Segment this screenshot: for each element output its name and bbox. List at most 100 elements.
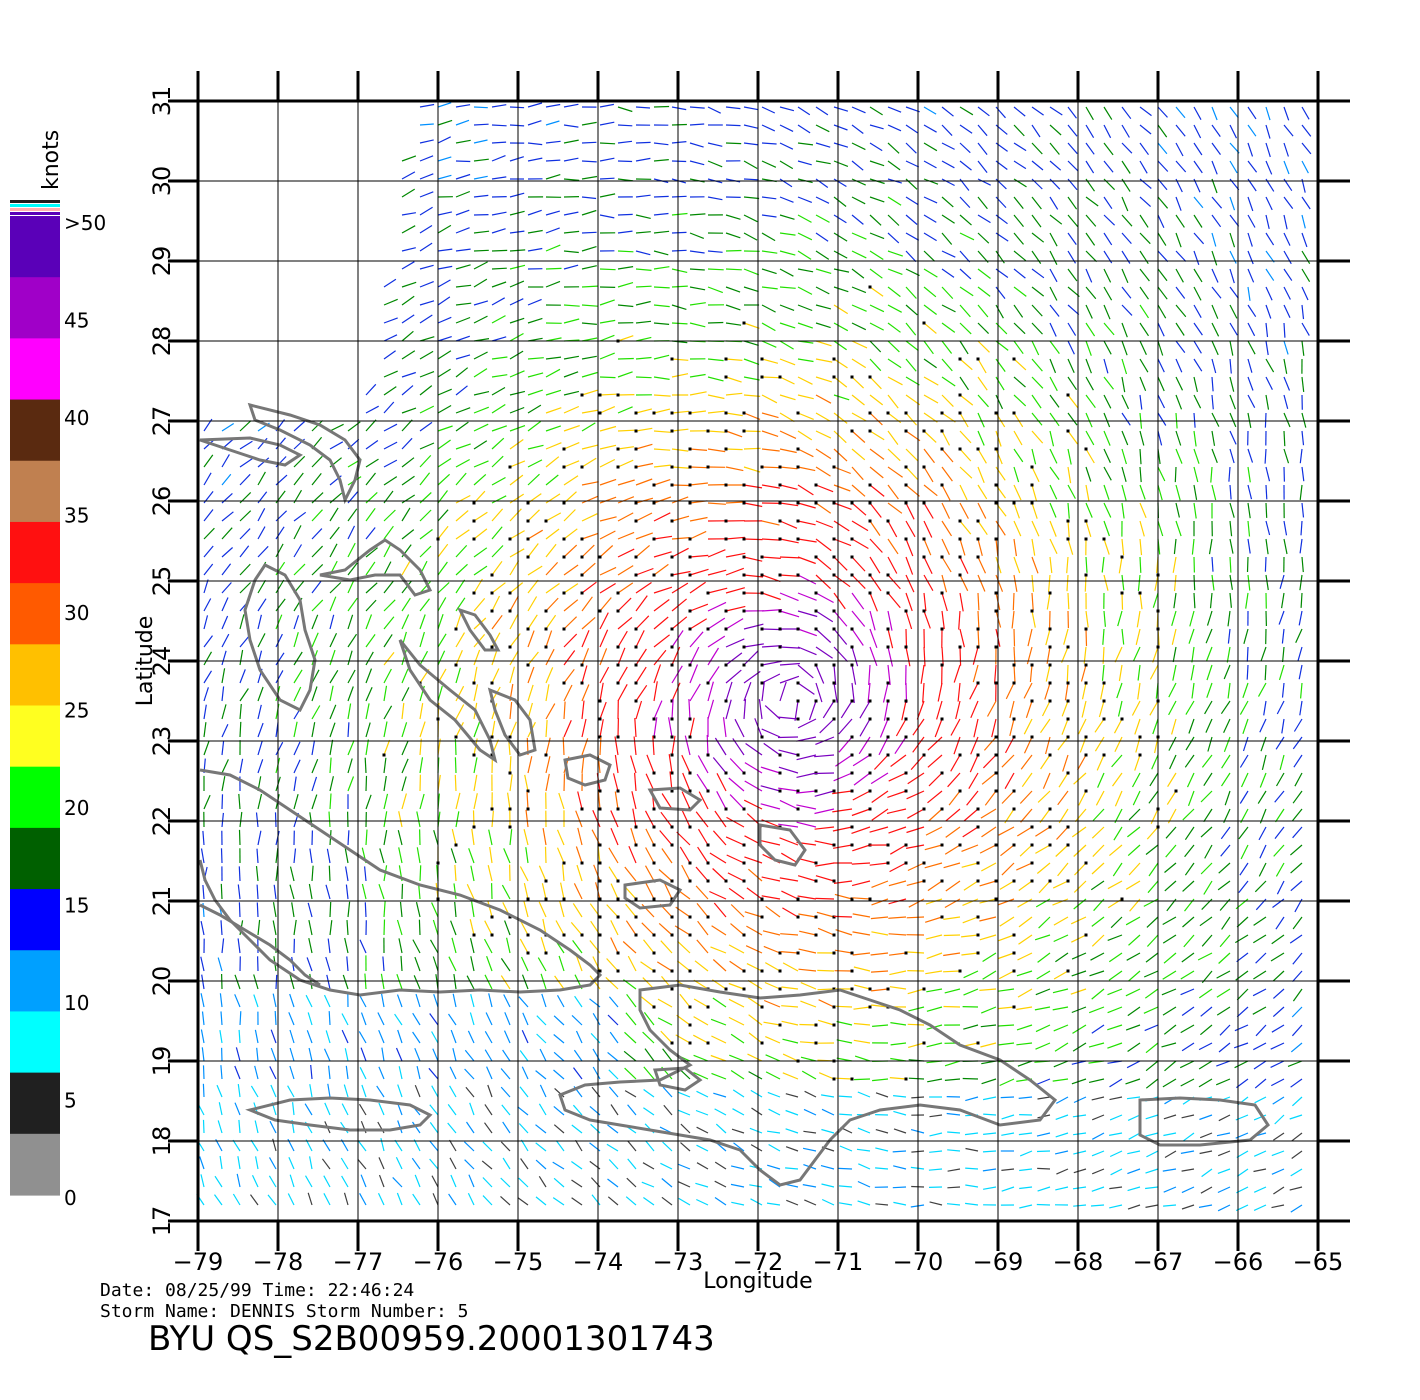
wind-vector	[1175, 286, 1186, 299]
wind-vector	[803, 1130, 817, 1134]
rain-flag-marker	[616, 609, 620, 613]
wind-vector	[599, 193, 616, 198]
rain-flag-marker	[508, 537, 512, 541]
rain-flag-marker	[922, 753, 926, 757]
wind-vector	[761, 895, 781, 900]
wind-vector	[857, 1091, 871, 1098]
wind-vector	[1207, 736, 1213, 752]
wind-vector	[1274, 790, 1285, 803]
rain-flag-marker	[454, 735, 458, 739]
colorbar-segment	[10, 216, 60, 278]
wind-vector	[545, 103, 561, 108]
wind-vector	[419, 721, 426, 738]
wind-vector	[293, 472, 304, 486]
wind-vector	[779, 592, 799, 602]
wind-vector	[1168, 736, 1177, 751]
wind-vector	[275, 598, 286, 612]
wind-vector	[1175, 250, 1187, 262]
wind-vector	[890, 1042, 907, 1046]
rain-flag-marker	[922, 501, 926, 505]
rain-flag-marker	[652, 573, 656, 577]
wind-vector	[869, 628, 878, 649]
wind-vector	[908, 1042, 925, 1048]
wind-vector	[607, 1178, 619, 1188]
wind-vector	[977, 502, 987, 519]
wind-vector	[599, 701, 607, 720]
wind-vector	[689, 466, 708, 469]
wind-vector	[1253, 970, 1267, 980]
wind-vector	[1168, 682, 1177, 698]
wind-vector	[509, 460, 526, 468]
wind-vector	[635, 320, 652, 324]
wind-vector	[1085, 340, 1092, 356]
wind-vector	[563, 668, 575, 684]
wind-vector	[1114, 646, 1123, 663]
wind-vector	[797, 214, 812, 223]
rain-flag-marker	[850, 555, 854, 559]
wind-vector	[453, 974, 457, 990]
rain-flag-marker	[562, 591, 566, 595]
wind-vector	[627, 955, 637, 972]
wind-vector	[509, 701, 513, 720]
wind-vector	[437, 265, 453, 270]
wind-vector	[1095, 790, 1105, 806]
wind-vector	[1199, 1150, 1213, 1155]
wind-vector	[401, 687, 410, 702]
wind-vector	[1085, 250, 1098, 263]
wind-vector	[527, 157, 543, 162]
wind-vector	[797, 466, 816, 472]
wind-vector	[491, 476, 506, 486]
wind-vector	[785, 1167, 799, 1170]
wind-vector	[1198, 1204, 1213, 1208]
wind-vector	[545, 120, 560, 126]
wind-vector	[725, 605, 746, 612]
wind-vector	[394, 1139, 403, 1152]
wind-vector	[455, 510, 469, 522]
wind-vector	[1091, 988, 1105, 1000]
wind-vector	[309, 1084, 313, 1098]
wind-vector	[500, 1068, 511, 1080]
wind-vector	[815, 430, 832, 439]
wind-vector	[1146, 826, 1159, 840]
wind-vector	[347, 758, 353, 774]
wind-vector	[329, 920, 333, 936]
wind-vector	[887, 790, 907, 798]
wind-vector	[1179, 1060, 1195, 1069]
wind-vector	[617, 429, 635, 432]
wind-vector	[887, 196, 902, 206]
wind-vector	[630, 755, 637, 774]
wind-vector	[347, 525, 356, 540]
wind-vector	[553, 1177, 565, 1188]
wind-vector	[599, 737, 602, 756]
wind-vector	[437, 296, 451, 306]
wind-vector	[920, 664, 925, 684]
wind-vector	[1073, 844, 1087, 857]
wind-vector	[1157, 376, 1165, 392]
rain-flag-marker	[688, 717, 692, 721]
wind-vector	[1217, 1186, 1231, 1194]
wind-vector	[429, 1104, 439, 1116]
rain-flag-marker	[616, 807, 620, 811]
wind-vector	[220, 848, 223, 864]
rain-flag-marker	[526, 519, 530, 523]
wind-vector	[1091, 1168, 1105, 1175]
wind-vector	[401, 793, 407, 810]
longitude-tick-label: −76	[413, 1248, 464, 1276]
wind-vector	[995, 394, 1004, 410]
wind-vector	[1058, 772, 1069, 788]
wind-vector	[1247, 574, 1251, 591]
rain-flag-marker	[652, 897, 656, 901]
wind-vector	[1139, 160, 1148, 174]
rain-flag-marker	[814, 699, 818, 703]
wind-vector	[1293, 754, 1303, 768]
wind-vector	[944, 988, 961, 994]
wind-vector	[599, 666, 610, 684]
wind-vector	[995, 484, 1006, 499]
wind-vector	[1049, 448, 1058, 464]
wind-vector	[617, 140, 633, 144]
latitude-tick-label: 24	[148, 646, 176, 677]
wind-vector	[617, 250, 634, 253]
wind-vector	[310, 1064, 313, 1080]
wind-vector	[869, 610, 876, 631]
wind-vector	[358, 1103, 367, 1116]
